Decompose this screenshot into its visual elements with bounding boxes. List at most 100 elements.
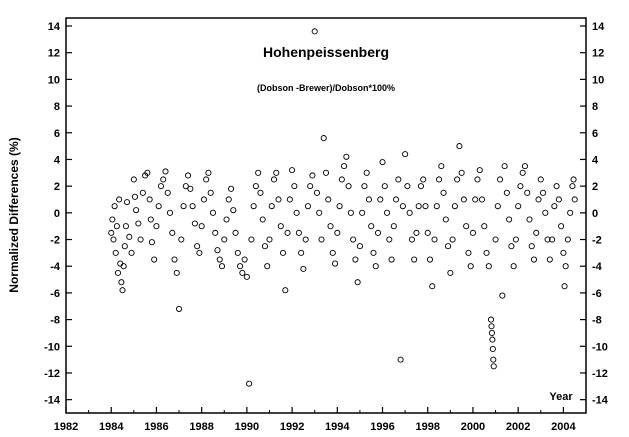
data-point	[270, 176, 278, 183]
data-point	[261, 243, 269, 250]
x-axis-label: Year	[549, 391, 573, 403]
data-point	[429, 283, 436, 290]
data-point	[472, 196, 479, 203]
data-point	[544, 236, 551, 243]
data-point	[239, 269, 246, 276]
data-point	[166, 209, 174, 216]
y-tick-label-left: -14	[44, 395, 61, 407]
y-tick-label-left: -12	[44, 368, 60, 380]
data-point	[438, 163, 445, 170]
data-point	[533, 229, 540, 236]
data-point	[131, 193, 139, 200]
data-point	[440, 189, 447, 196]
data-point	[225, 196, 232, 203]
data-point	[169, 229, 176, 236]
data-point	[212, 229, 219, 236]
data-point	[311, 28, 318, 35]
data-point	[415, 203, 422, 210]
data-point	[160, 176, 167, 183]
data-point	[524, 189, 531, 196]
data-point	[110, 236, 117, 243]
data-point	[128, 249, 135, 256]
data-point	[492, 236, 499, 243]
data-point	[237, 263, 244, 270]
data-point	[521, 163, 529, 170]
data-point	[377, 196, 384, 203]
data-point	[135, 220, 142, 227]
data-point	[243, 273, 250, 280]
x-tick-label: 2004	[551, 421, 576, 433]
data-point	[499, 292, 506, 299]
data-point	[359, 209, 366, 216]
data-point	[431, 236, 438, 243]
data-point	[569, 183, 576, 190]
data-point	[123, 199, 131, 206]
data-point	[402, 151, 409, 158]
data-point	[164, 189, 171, 196]
y-tick-label-right: -4	[592, 261, 603, 273]
data-point	[338, 176, 345, 183]
data-point	[341, 163, 348, 170]
data-point	[422, 203, 429, 210]
chart-labels: Hohenpeissenberg (Dobson -Brewer)/Dobson*…	[7, 44, 573, 403]
data-point	[320, 135, 327, 142]
data-point	[562, 263, 569, 270]
data-point	[329, 249, 336, 256]
data-point	[433, 203, 440, 210]
data-point	[180, 203, 187, 210]
data-point	[291, 183, 298, 190]
data-point	[561, 283, 568, 290]
data-point	[218, 263, 226, 270]
data-point	[147, 216, 154, 223]
data-point	[487, 316, 495, 323]
data-point	[458, 169, 465, 176]
data-point	[530, 256, 538, 263]
data-point	[354, 279, 361, 286]
data-point	[133, 207, 140, 214]
data-point	[460, 196, 467, 203]
data-point	[157, 183, 165, 190]
x-tick-label: 2000	[461, 421, 485, 433]
data-point	[248, 236, 255, 243]
data-point	[560, 249, 567, 256]
data-point	[408, 236, 415, 243]
data-point	[490, 356, 497, 363]
data-point	[553, 183, 560, 190]
data-point	[456, 143, 463, 150]
data-point	[121, 243, 128, 250]
data-point	[494, 203, 501, 210]
data-point	[454, 176, 461, 183]
data-point	[383, 209, 391, 216]
data-point	[417, 183, 425, 190]
data-point	[114, 269, 122, 276]
data-point	[463, 223, 470, 230]
data-point	[252, 183, 259, 190]
x-tick-label: 1996	[370, 421, 394, 433]
x-tick-label: 1992	[280, 421, 304, 433]
data-point	[517, 183, 524, 190]
data-point	[501, 163, 508, 170]
y-tick-label-left: 12	[48, 48, 60, 60]
x-tick-label: 1984	[99, 421, 124, 433]
data-point	[503, 189, 510, 196]
x-tick-label: 1998	[415, 421, 439, 433]
y-tick-label-left: -6	[50, 288, 60, 300]
data-point	[426, 256, 434, 263]
data-point	[250, 203, 257, 210]
data-point	[506, 216, 513, 223]
data-point	[300, 265, 307, 272]
data-point	[331, 260, 339, 267]
data-point	[207, 189, 214, 196]
data-point	[447, 269, 454, 276]
data-point	[309, 172, 316, 179]
data-point	[420, 176, 427, 183]
data-point	[194, 243, 201, 250]
data-point	[111, 203, 118, 210]
data-point	[370, 249, 377, 256]
y-tick-label-left: 10	[48, 74, 60, 86]
data-point	[178, 236, 185, 243]
data-point	[175, 305, 183, 312]
data-point	[390, 223, 397, 230]
data-point	[214, 247, 221, 254]
